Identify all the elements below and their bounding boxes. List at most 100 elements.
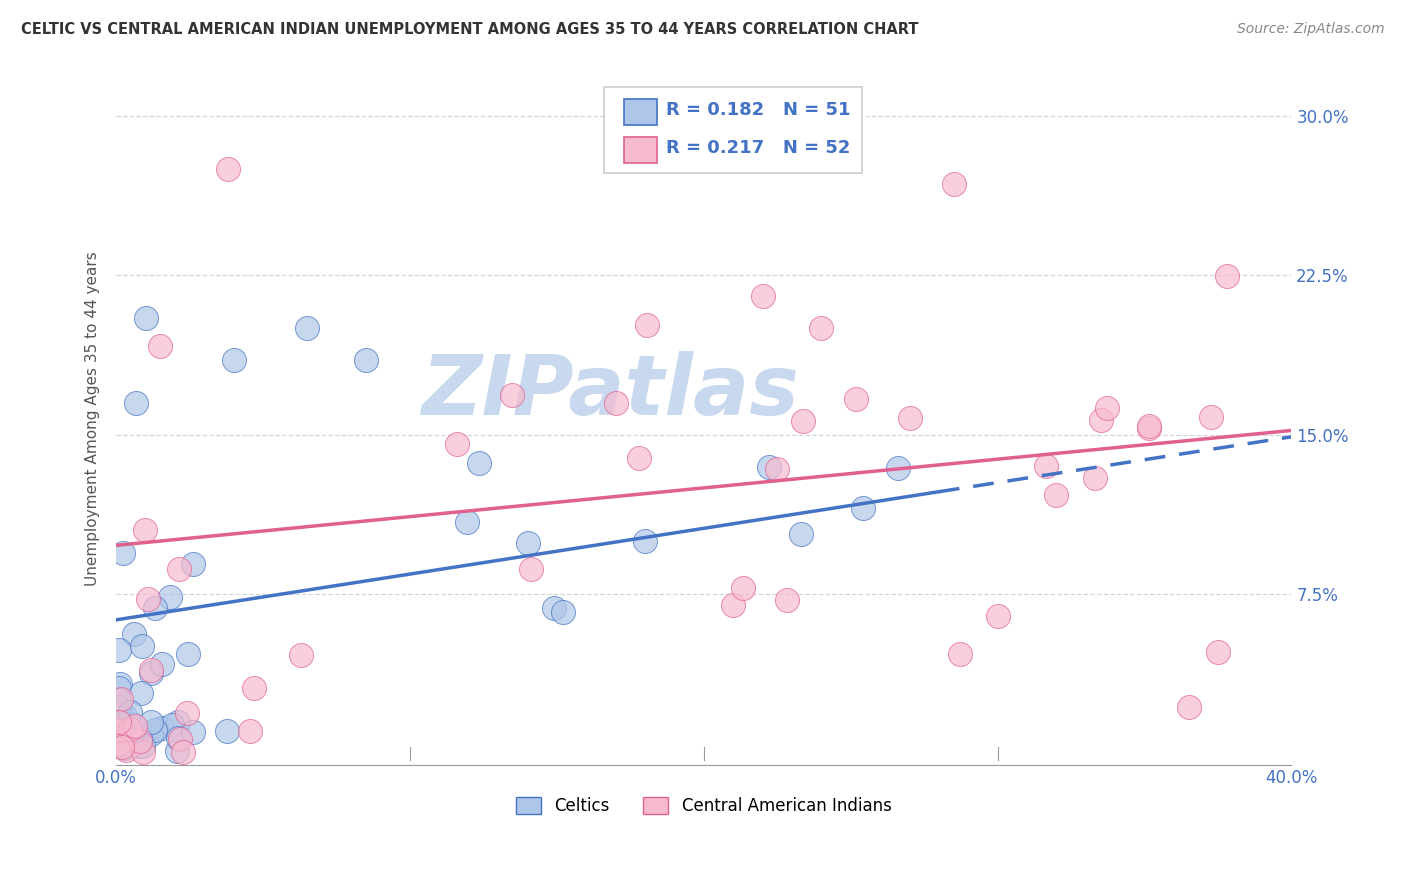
Point <box>129 731 152 746</box>
Point <box>108 643 131 657</box>
Point <box>789 527 811 541</box>
Point <box>468 456 491 470</box>
Point <box>1206 645 1229 659</box>
Point <box>627 451 650 466</box>
Point <box>124 719 146 733</box>
Point <box>150 657 173 671</box>
Point <box>110 733 132 747</box>
Point <box>166 731 188 745</box>
Point <box>172 745 194 759</box>
Point <box>120 722 142 736</box>
Point <box>129 685 152 699</box>
Point <box>111 740 134 755</box>
Point <box>1045 487 1067 501</box>
Point <box>121 716 143 731</box>
Text: ZIPatlas: ZIPatlas <box>420 351 799 432</box>
Point <box>160 717 183 731</box>
Text: CELTIC VS CENTRAL AMERICAN INDIAN UNEMPLOYMENT AMONG AGES 35 TO 44 YEARS CORRELA: CELTIC VS CENTRAL AMERICAN INDIAN UNEMPL… <box>21 22 918 37</box>
Point <box>792 414 814 428</box>
Point <box>949 647 972 661</box>
Point <box>166 744 188 758</box>
Point <box>131 745 153 759</box>
Point <box>222 353 245 368</box>
Point <box>1035 458 1057 473</box>
Point <box>143 600 166 615</box>
Point <box>111 546 134 560</box>
Point <box>145 723 167 737</box>
Point <box>898 411 921 425</box>
Point <box>1199 409 1222 424</box>
Point <box>765 462 787 476</box>
Point <box>112 740 135 755</box>
Point <box>176 706 198 721</box>
Point <box>108 737 131 751</box>
Text: R = 0.217   N = 52: R = 0.217 N = 52 <box>666 138 851 157</box>
Point <box>1084 471 1107 485</box>
Point <box>122 627 145 641</box>
Point <box>354 353 377 368</box>
Point <box>128 739 150 754</box>
Point <box>217 161 239 176</box>
Point <box>159 591 181 605</box>
Point <box>1137 420 1160 434</box>
Point <box>139 663 162 677</box>
Point <box>136 592 159 607</box>
Legend: Celtics, Central American Indians: Celtics, Central American Indians <box>516 797 891 815</box>
Y-axis label: Unemployment Among Ages 35 to 44 years: Unemployment Among Ages 35 to 44 years <box>86 252 100 586</box>
Point <box>664 119 686 133</box>
Point <box>150 721 173 735</box>
Point <box>108 681 131 695</box>
Point <box>114 709 136 723</box>
Point <box>108 715 131 730</box>
Point <box>543 601 565 615</box>
Point <box>751 289 773 303</box>
Point <box>128 734 150 748</box>
Point <box>139 727 162 741</box>
Text: R = 0.182   N = 51: R = 0.182 N = 51 <box>666 101 851 119</box>
Point <box>108 723 131 737</box>
Point <box>139 665 162 680</box>
Point <box>634 534 657 549</box>
Point <box>852 500 875 515</box>
Point <box>845 392 868 406</box>
Point <box>520 562 543 576</box>
Point <box>177 647 200 661</box>
Point <box>134 523 156 537</box>
Point <box>987 608 1010 623</box>
Point <box>733 581 755 595</box>
Point <box>114 742 136 756</box>
Point <box>776 592 799 607</box>
Point <box>120 706 142 720</box>
Point <box>112 726 135 740</box>
Point <box>135 310 157 325</box>
Point <box>181 557 204 571</box>
Point <box>243 681 266 696</box>
Point <box>149 339 172 353</box>
Point <box>125 396 148 410</box>
Point <box>110 677 132 691</box>
Text: Source: ZipAtlas.com: Source: ZipAtlas.com <box>1237 22 1385 37</box>
Point <box>721 598 744 612</box>
Point <box>501 388 523 402</box>
Point <box>108 739 131 753</box>
Bar <box>624 99 657 125</box>
Point <box>758 459 780 474</box>
Point <box>110 691 132 706</box>
Point <box>108 699 131 714</box>
Point <box>446 437 468 451</box>
Point <box>1095 401 1118 415</box>
Point <box>1178 700 1201 714</box>
Point <box>131 640 153 654</box>
Point <box>1090 412 1112 426</box>
Point <box>239 724 262 739</box>
Point <box>636 318 658 333</box>
FancyBboxPatch shape <box>605 87 862 173</box>
Point <box>169 731 191 746</box>
Point <box>290 648 312 663</box>
Point <box>887 461 910 475</box>
Point <box>942 177 965 191</box>
Point <box>167 562 190 576</box>
Point <box>139 714 162 729</box>
Point <box>108 692 131 706</box>
Point <box>217 723 239 738</box>
